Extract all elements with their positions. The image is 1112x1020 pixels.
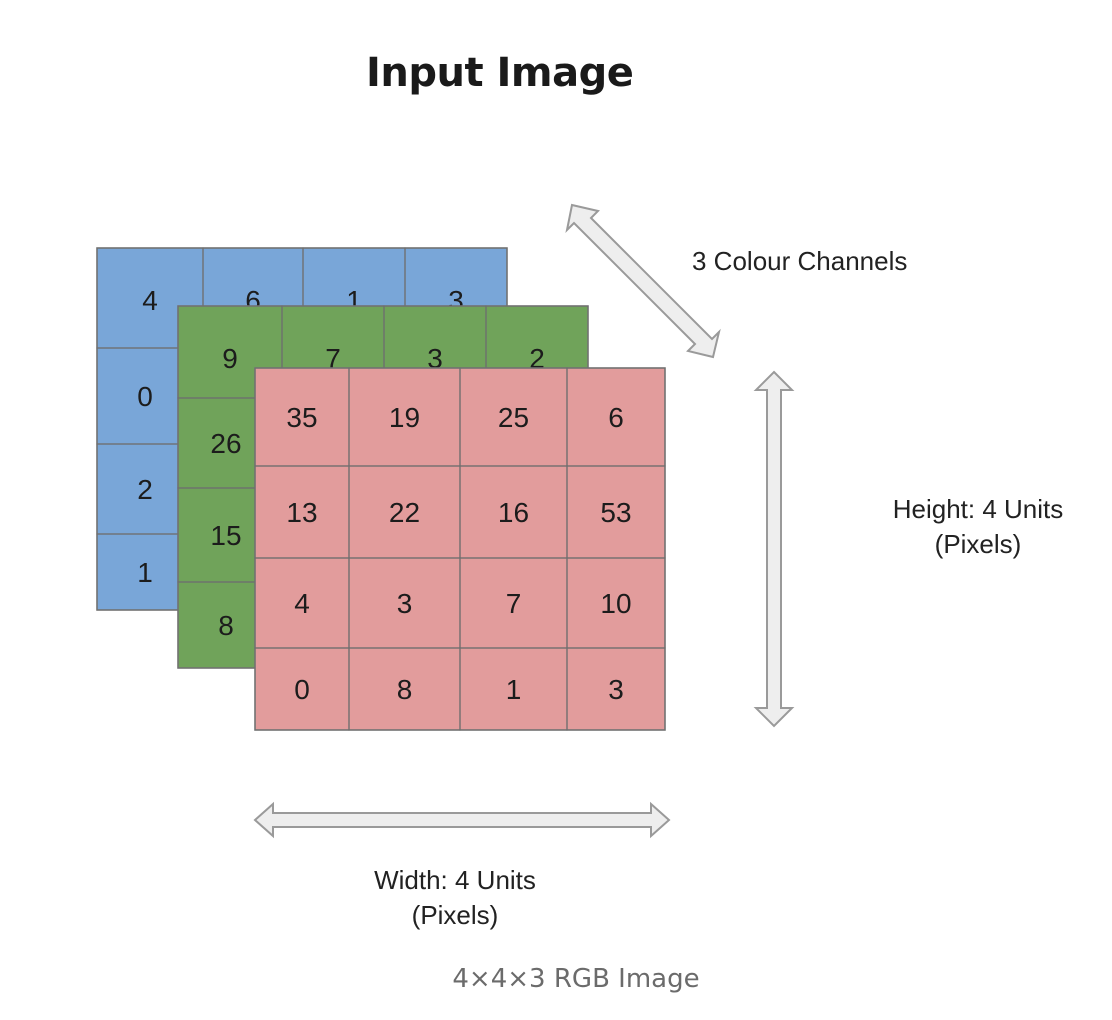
cell-value: 10 <box>600 588 631 619</box>
grid-cell <box>566 647 666 731</box>
cell-value: 7 <box>506 588 522 619</box>
cell-value: 25 <box>498 402 529 433</box>
height-label-line1: Height: 4 Units <box>892 494 1064 524</box>
height-arrow <box>753 370 795 728</box>
width-label-line1: Width: 4 Units <box>374 865 536 895</box>
red-channel-grid: 35 19 25 613 22 16 534 3 7 100 8 1 3 <box>254 367 666 731</box>
cell-value: 2 <box>137 474 153 505</box>
height-label: Height: 4 Units (Pixels) <box>868 492 1088 562</box>
cell-value: 1 <box>506 674 522 705</box>
channels-label: 3 Colour Channels <box>692 246 908 276</box>
width-label-line2: (Pixels) <box>411 900 499 930</box>
cell-value: 19 <box>389 402 420 433</box>
cell-value: 0 <box>137 381 153 412</box>
channels-arrow <box>565 203 721 359</box>
cell-value: 0 <box>294 674 310 705</box>
width-label: Width: 4 Units (Pixels) <box>345 863 565 933</box>
cell-value: 22 <box>389 497 420 528</box>
cell-value: 3 <box>397 588 413 619</box>
cell-value: 15 <box>210 520 241 551</box>
cell-value: 16 <box>498 497 529 528</box>
cell-value: 8 <box>218 610 234 641</box>
cell-value: 26 <box>210 428 241 459</box>
cell-value: 7 <box>325 343 341 374</box>
page-title: Input Image <box>366 50 634 96</box>
cell-value: 3 <box>608 674 624 705</box>
cell-value: 2 <box>529 343 545 374</box>
cell-value: 3 <box>427 343 443 374</box>
cell-value: 9 <box>222 343 238 374</box>
cell-value: 13 <box>286 497 317 528</box>
cell-value: 35 <box>286 402 317 433</box>
image-caption: 4×4×3 RGB Image <box>452 964 700 994</box>
cell-value: 4 <box>294 588 310 619</box>
height-label-line2: (Pixels) <box>934 529 1022 559</box>
width-arrow <box>253 801 671 839</box>
cell-value: 1 <box>137 557 153 588</box>
cell-value: 4 <box>142 285 158 316</box>
cell-value: 6 <box>608 402 624 433</box>
cell-value: 53 <box>600 497 631 528</box>
cell-value: 8 <box>397 674 413 705</box>
